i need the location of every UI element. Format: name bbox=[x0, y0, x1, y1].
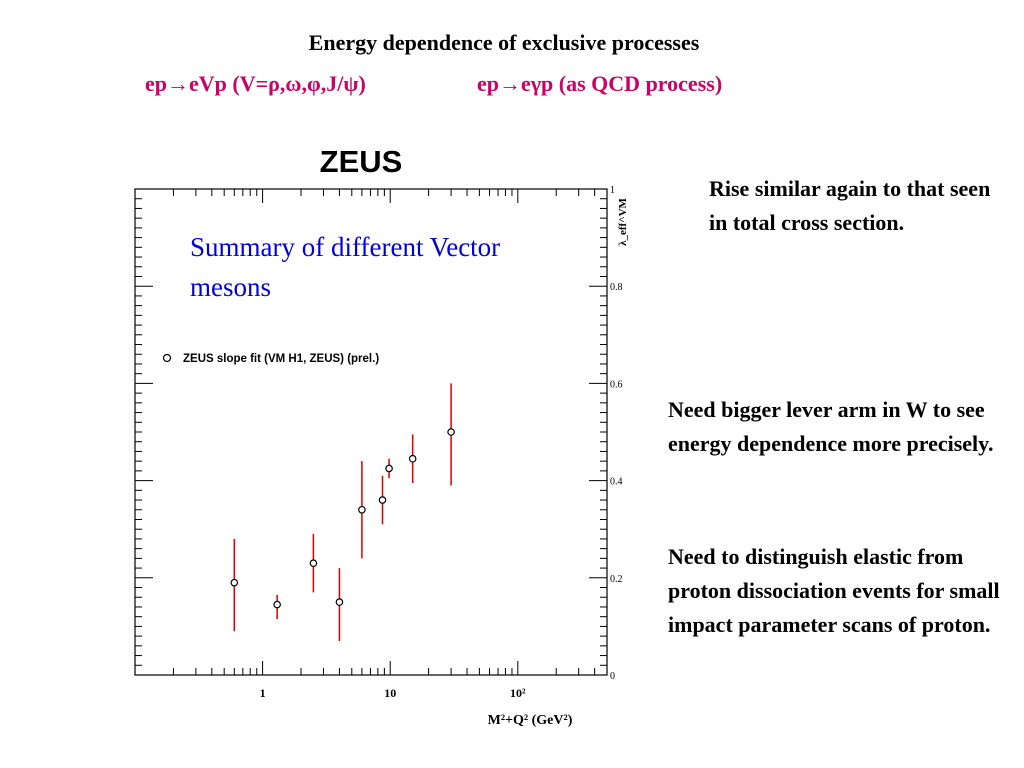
x-axis-label: M²+Q² (GeV²) bbox=[488, 713, 573, 728]
data-point bbox=[335, 598, 344, 606]
data-point bbox=[230, 578, 239, 587]
axis-labels: 0 0.2 0.4 0.6 0.8 1 1 10 10² M²+Q² (GeV²) λ_eff^VM bbox=[260, 185, 629, 728]
data-point bbox=[378, 496, 387, 504]
slide-title: Energy dependence of exclusive processes bbox=[308, 30, 700, 55]
data-point bbox=[385, 464, 393, 473]
note-distinguish: Need to distinguish elastic from proton … bbox=[668, 544, 1000, 637]
y-tick-label: 0 bbox=[610, 671, 615, 682]
subtitle-vector-mesons: ep→eVp (V=ρ,ω,φ,J/ψ) bbox=[145, 71, 366, 96]
y-tick-label: 1 bbox=[610, 185, 615, 196]
data-point bbox=[408, 454, 417, 463]
legend-marker bbox=[162, 353, 172, 363]
data-point bbox=[309, 559, 318, 568]
x-tick-label: 1 bbox=[260, 686, 266, 700]
data-point bbox=[273, 600, 281, 609]
data-point bbox=[358, 505, 366, 514]
y-tick-label: 0.4 bbox=[610, 477, 623, 488]
chart-annotation: Summary of different Vector mesons bbox=[190, 232, 501, 302]
y-tick-label: 0.8 bbox=[610, 282, 623, 293]
x-tick-label: 10² bbox=[510, 686, 526, 700]
y-tick-label: 0.2 bbox=[610, 574, 623, 585]
data-point bbox=[447, 428, 455, 436]
legend-entry: ZEUS slope fit (VM H1, ZEUS) (prel.) bbox=[183, 353, 379, 365]
x-tick-label: 10 bbox=[384, 686, 396, 700]
y-axis-label: λ_eff^VM bbox=[617, 197, 629, 245]
axis-ticks bbox=[134, 188, 608, 676]
chart-title: ZEUS bbox=[320, 144, 403, 179]
note-rise: Rise similar again to that seen in total… bbox=[709, 176, 991, 235]
data-points bbox=[230, 383, 455, 641]
y-tick-label: 0.6 bbox=[610, 379, 623, 390]
subtitle-dvcs: ep→eγp (as QCD process) bbox=[477, 71, 723, 96]
legend: ZEUS slope fit (VM H1, ZEUS) (prel.) bbox=[162, 353, 379, 365]
note-lever-arm: Need bigger lever arm in W to see energy… bbox=[668, 397, 994, 456]
